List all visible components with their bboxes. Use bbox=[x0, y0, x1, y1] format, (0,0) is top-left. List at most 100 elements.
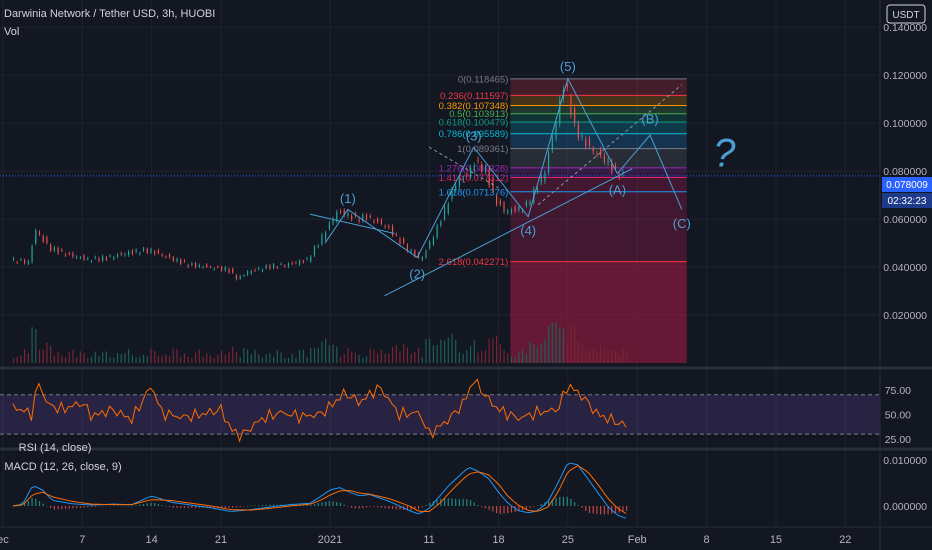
macd-histogram-bar bbox=[20, 505, 22, 506]
volume-bar bbox=[68, 351, 70, 363]
candle-body bbox=[588, 139, 591, 146]
candle-body bbox=[128, 251, 130, 256]
macd-title: MACD (12, 26, close, 9) bbox=[4, 461, 121, 473]
fib-zone bbox=[510, 167, 687, 178]
candle-body bbox=[172, 257, 174, 261]
volume-bar bbox=[46, 342, 48, 363]
volume-bar bbox=[443, 340, 446, 363]
macd-histogram-bar bbox=[276, 504, 278, 506]
fib-zone bbox=[510, 78, 687, 96]
macd-histogram-bar bbox=[306, 504, 308, 506]
volume-bar bbox=[53, 355, 55, 363]
macd-histogram-bar bbox=[451, 498, 453, 506]
candle-body bbox=[250, 270, 252, 274]
price-tick-label: 0.140000 bbox=[883, 22, 927, 34]
macd-histogram-bar bbox=[90, 505, 93, 507]
candle-body bbox=[377, 219, 379, 222]
volume-bar bbox=[455, 339, 457, 363]
macd-histogram-bar bbox=[421, 505, 423, 508]
elliott-wave-label[interactable]: (3) bbox=[466, 129, 482, 144]
volume-bar bbox=[384, 353, 386, 363]
candle-body bbox=[421, 257, 423, 260]
volume-bar bbox=[533, 343, 535, 363]
macd-histogram-bar bbox=[46, 505, 48, 507]
macd-histogram-bar bbox=[373, 505, 375, 507]
candle-body bbox=[451, 189, 453, 200]
candle-body bbox=[280, 263, 282, 265]
volume-bar bbox=[492, 338, 494, 363]
candle-body bbox=[570, 97, 572, 115]
volume-bar bbox=[626, 350, 628, 363]
macd-histogram-bar bbox=[585, 505, 587, 511]
volume-bar bbox=[120, 354, 122, 363]
candle-body bbox=[600, 150, 602, 155]
elliott-wave-label[interactable]: (A) bbox=[609, 182, 626, 197]
volume-bar bbox=[358, 355, 360, 363]
currency-badge[interactable]: USDT bbox=[892, 10, 919, 21]
volume-bar bbox=[574, 322, 576, 363]
candle-body bbox=[536, 188, 539, 192]
volume-bar bbox=[503, 350, 505, 363]
macd-histogram-bar bbox=[172, 505, 174, 508]
macd-histogram-bar bbox=[72, 505, 74, 509]
macd-histogram-bar bbox=[50, 505, 52, 509]
elliott-wave-label[interactable]: (2) bbox=[409, 266, 425, 281]
elliott-wave-label[interactable]: (5) bbox=[560, 59, 576, 74]
trend-line-support[interactable] bbox=[384, 168, 633, 297]
fib-level-label: 0(0.118465) bbox=[458, 74, 509, 85]
candle-body bbox=[113, 257, 115, 259]
volume-bar bbox=[551, 322, 553, 363]
volume-bar bbox=[228, 351, 230, 363]
macd-histogram-bar bbox=[76, 505, 78, 509]
macd-histogram-bar bbox=[61, 505, 63, 510]
candle-body bbox=[447, 204, 449, 213]
trend-line-dashed[interactable] bbox=[428, 146, 499, 189]
candle-body bbox=[38, 231, 41, 235]
macd-histogram-bar bbox=[142, 503, 145, 506]
macd-histogram-bar bbox=[235, 505, 238, 508]
volume-bar bbox=[79, 351, 81, 363]
macd-histogram-bar bbox=[481, 505, 483, 507]
candle-body bbox=[443, 207, 446, 220]
macd-histogram-bar bbox=[384, 505, 386, 509]
macd-histogram-bar bbox=[321, 502, 323, 506]
macd-histogram-bar bbox=[198, 505, 200, 508]
candle-body bbox=[391, 226, 394, 236]
trend-line-dashed[interactable] bbox=[537, 84, 683, 206]
volume-bar bbox=[336, 346, 338, 363]
elliott-wave-path[interactable] bbox=[324, 77, 683, 259]
trend-line[interactable] bbox=[310, 213, 395, 234]
volume-bar bbox=[354, 352, 356, 363]
macd-histogram-bar bbox=[228, 505, 230, 508]
candle-body bbox=[503, 203, 505, 212]
macd-histogram-bar bbox=[510, 505, 513, 513]
volume-bar bbox=[499, 343, 501, 363]
candle-body bbox=[522, 210, 524, 212]
macd-panel bbox=[12, 462, 628, 519]
candle-body bbox=[16, 262, 18, 264]
macd-histogram-bar bbox=[469, 499, 472, 506]
question-mark-annotation[interactable]: ? bbox=[713, 131, 736, 175]
macd-histogram-bar bbox=[187, 505, 189, 508]
elliott-wave-label[interactable]: (4) bbox=[520, 223, 536, 238]
currency-badge-frame[interactable] bbox=[886, 4, 926, 24]
candle-body bbox=[165, 256, 167, 258]
fib-level-label: 0.5(0.103913) bbox=[449, 109, 508, 120]
macd-histogram-bar bbox=[146, 503, 148, 506]
macd-histogram-bar bbox=[250, 505, 252, 507]
volume-bar bbox=[306, 356, 308, 363]
macd-histogram-bar bbox=[109, 505, 111, 507]
macd-histogram-bar bbox=[302, 504, 304, 506]
elliott-wave-label[interactable]: (1) bbox=[340, 191, 356, 206]
volume-bar bbox=[235, 351, 238, 363]
countdown-box bbox=[882, 193, 932, 208]
macd-histogram-bar bbox=[94, 505, 96, 507]
elliott-wave-drawing[interactable]: (1) (2) (3) (4) (5) (A) (B) (C)? bbox=[310, 59, 736, 297]
volume-bar bbox=[447, 337, 449, 363]
elliott-wave-label[interactable]: (C) bbox=[673, 216, 691, 231]
macd-histogram-bar bbox=[477, 505, 479, 506]
rsi-tick-label: 75.00 bbox=[885, 385, 911, 397]
elliott-wave-label[interactable]: (B) bbox=[641, 112, 658, 127]
